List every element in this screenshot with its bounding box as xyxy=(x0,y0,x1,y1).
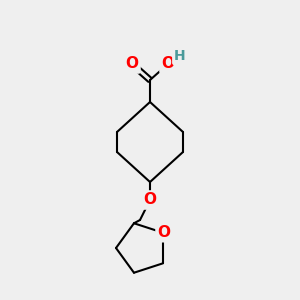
Text: O: O xyxy=(125,56,139,71)
Text: O: O xyxy=(158,225,170,240)
Text: H: H xyxy=(174,49,186,63)
Text: O: O xyxy=(143,193,157,208)
Text: O: O xyxy=(161,56,175,71)
